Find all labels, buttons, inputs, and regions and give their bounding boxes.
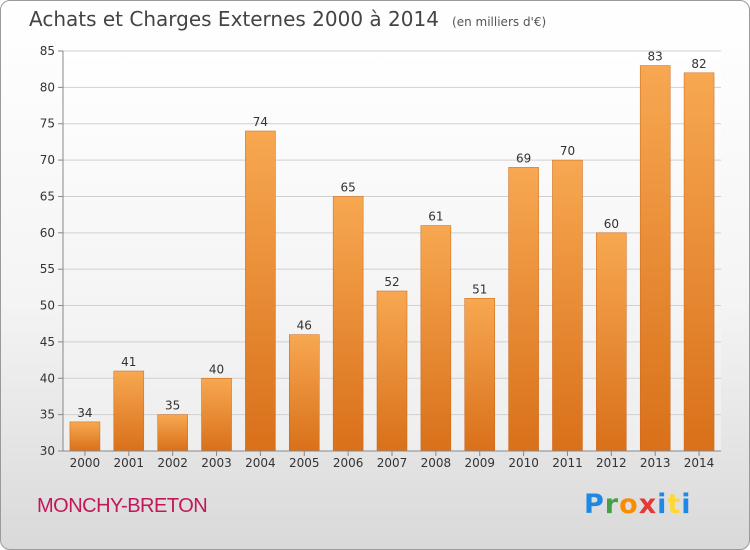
proxiti-logo: Proxiti [584, 489, 692, 520]
x-tick-label: 2009 [464, 456, 495, 470]
bar [596, 232, 627, 452]
x-tick-label: 2012 [596, 456, 627, 470]
labels: 30 35 40 45 50 55 60 65 70 75 80 85 34 2000 41 2001 35 20… [40, 44, 715, 470]
bar [201, 378, 232, 452]
x-tick-label: 2000 [70, 456, 101, 470]
y-tick-label: 70 [40, 153, 55, 167]
value-label: 41 [121, 355, 136, 369]
bar [113, 370, 145, 452]
value-label: 69 [516, 151, 531, 165]
logo-letter: o [619, 489, 639, 520]
value-label: 35 [165, 399, 180, 413]
bars [69, 65, 715, 452]
logo-letter: P [584, 489, 605, 520]
y-tick-label: 50 [40, 299, 55, 313]
y-tick-label: 80 [40, 80, 55, 94]
x-tick-label: 2003 [201, 456, 232, 470]
value-label: 74 [253, 115, 268, 129]
logo-letter: i [657, 489, 668, 520]
x-tick-label: 2006 [333, 456, 364, 470]
x-tick-label: 2005 [289, 456, 320, 470]
bar [69, 421, 101, 452]
y-tick-label: 40 [40, 371, 55, 385]
x-tick-label: 2001 [114, 456, 145, 470]
y-tick-label: 75 [40, 117, 55, 131]
bar [552, 159, 583, 452]
logo-letter: r [604, 489, 620, 520]
y-tick-label: 35 [40, 408, 55, 422]
y-tick-label: 85 [40, 44, 55, 58]
value-label: 60 [604, 217, 619, 231]
title-row: Achats et Charges Externes 2000 à 2014 (… [29, 7, 546, 31]
logo-letter: t [667, 489, 682, 520]
y-tick-label: 65 [40, 189, 55, 203]
x-tick-label: 2002 [157, 456, 188, 470]
value-label: 51 [472, 282, 487, 296]
logo-letter: x [638, 489, 658, 520]
y-tick-label: 45 [40, 335, 55, 349]
bar [245, 130, 276, 452]
bar [420, 225, 452, 452]
commune-name: MONCHY-BRETON [37, 495, 208, 517]
x-tick-label: 2007 [377, 456, 408, 470]
value-label: 52 [384, 275, 399, 289]
value-label: 61 [428, 210, 443, 224]
y-tick-label: 55 [40, 262, 55, 276]
x-tick-label: 2004 [245, 456, 276, 470]
value-label: 82 [691, 57, 706, 71]
bar [683, 72, 715, 452]
x-tick-label: 2013 [640, 456, 671, 470]
bar [289, 334, 320, 452]
bar [157, 414, 188, 452]
bar [376, 290, 408, 452]
value-label: 46 [297, 319, 312, 333]
chart-unit: (en milliers d'€) [452, 15, 547, 29]
x-tick-label: 2008 [421, 456, 452, 470]
x-tick-label: 2014 [684, 456, 715, 470]
y-tick-label: 60 [40, 226, 55, 240]
bar [508, 167, 539, 452]
value-label: 70 [560, 144, 575, 158]
value-label: 40 [209, 362, 224, 376]
value-label: 65 [340, 180, 355, 194]
x-tick-label: 2011 [552, 456, 583, 470]
y-tick-label: 30 [40, 444, 55, 458]
axes [58, 50, 721, 456]
value-label: 34 [77, 406, 92, 420]
logo-letter: i [681, 489, 692, 520]
bar [464, 298, 495, 452]
bar [639, 65, 671, 452]
chart-title: Achats et Charges Externes 2000 à 2014 [29, 7, 439, 31]
x-tick-label: 2010 [508, 456, 539, 470]
value-label: 83 [648, 50, 663, 64]
bar [332, 196, 364, 452]
